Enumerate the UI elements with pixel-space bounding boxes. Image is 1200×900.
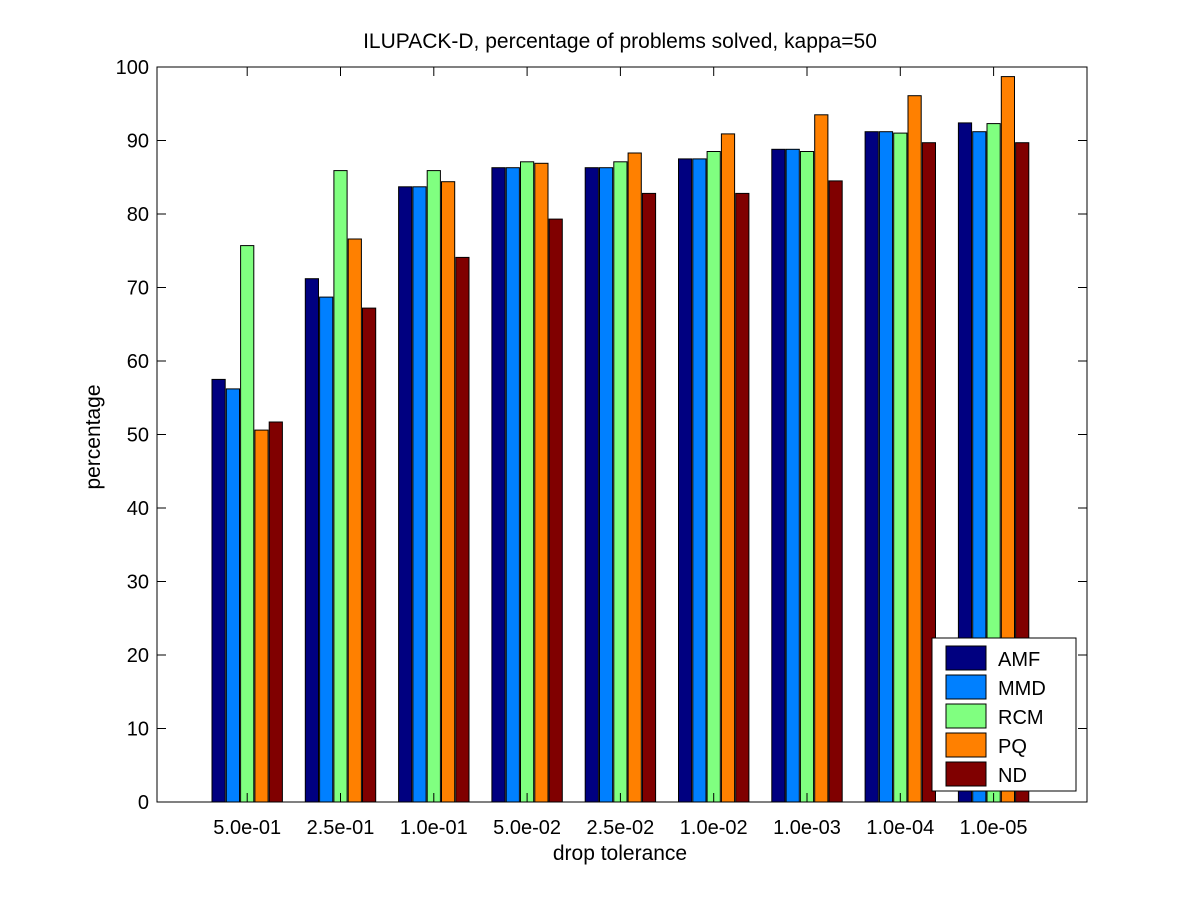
y-tick-label: 0 <box>138 792 149 814</box>
x-tick-label: 2.5e-01 <box>307 817 375 839</box>
bar-pq-5.0e-01 <box>254 429 269 803</box>
y-tick-label: 30 <box>127 572 149 594</box>
bar-rcm-1.0e-03 <box>799 151 815 803</box>
legend-label-pq: PQ <box>998 736 1027 758</box>
y-tick-label: 50 <box>127 425 149 447</box>
bar-mmd-5.0e-02 <box>505 167 520 803</box>
y-axis-label: percentage <box>82 384 105 489</box>
bar-pq-1.0e-04 <box>907 95 922 803</box>
legend-label-amf: AMF <box>998 649 1040 671</box>
legend-swatch-rcm <box>945 703 987 729</box>
bar-rcm-1.0e-04 <box>893 132 908 803</box>
bar-mmd-5.0e-01 <box>225 388 241 803</box>
bar-mmd-1.0e-01 <box>412 186 427 803</box>
bar-amf-2.5e-02 <box>584 167 599 803</box>
bar-pq-1.0e-01 <box>441 181 456 803</box>
bar-pq-1.0e-02 <box>720 133 736 803</box>
x-tick-label: 1.0e-04 <box>866 817 934 839</box>
x-tick-label: 1.0e-02 <box>680 817 748 839</box>
bar-amf-5.0e-01 <box>211 378 226 803</box>
bar-nd-5.0e-02 <box>548 218 563 803</box>
bar-amf-1.0e-02 <box>678 158 693 803</box>
bar-mmd-2.5e-01 <box>319 296 334 803</box>
bar-rcm-5.0e-01 <box>240 245 255 803</box>
x-axis-label: drop tolerance <box>553 842 687 865</box>
bar-pq-1.0e-03 <box>814 114 829 803</box>
legend-label-mmd: MMD <box>998 678 1046 700</box>
bar-pq-2.5e-01 <box>347 238 362 803</box>
legend-label-rcm: RCM <box>998 707 1044 729</box>
y-tick-label: 80 <box>127 204 149 226</box>
legend-swatch-nd <box>945 761 987 787</box>
y-tick-label: 20 <box>127 645 149 667</box>
bar-rcm-2.5e-02 <box>613 161 628 803</box>
bar-mmd-2.5e-02 <box>599 167 614 803</box>
bar-amf-2.5e-01 <box>304 278 319 803</box>
bar-pq-5.0e-02 <box>534 162 549 803</box>
axes: 0 10 20 30 40 50 60 70 80 90 100 5.0e-01 2.5e-01 1.0e… <box>116 57 1088 839</box>
x-tick-label: 1.0e-01 <box>400 817 468 839</box>
legend-swatch-pq <box>945 732 987 758</box>
y-tick-label: 90 <box>127 131 149 153</box>
bar-amf-5.0e-02 <box>491 167 506 803</box>
bar-rcm-2.5e-01 <box>333 170 348 803</box>
legend-swatch-mmd <box>945 674 987 700</box>
legend: AMF MMD RCM PQ ND <box>931 637 1077 792</box>
x-tick-label: 2.5e-02 <box>586 817 654 839</box>
bar-nd-2.5e-02 <box>641 192 657 803</box>
x-tick-label: 5.0e-01 <box>213 817 281 839</box>
y-tick-label: 100 <box>116 57 149 79</box>
bar-nd-2.5e-01 <box>362 307 377 803</box>
y-tick-label: 10 <box>127 719 149 741</box>
bar-pq-2.5e-02 <box>627 152 642 803</box>
bar-amf-1.0e-01 <box>398 186 413 803</box>
bar-amf-1.0e-04 <box>864 131 879 803</box>
bar-mmd-1.0e-03 <box>785 148 800 803</box>
plot-area <box>211 76 1030 803</box>
bar-rcm-1.0e-02 <box>706 151 721 803</box>
bar-amf-1.0e-03 <box>771 148 786 803</box>
y-tick-label: 60 <box>127 351 149 373</box>
x-tick-label: 1.0e-05 <box>960 817 1028 839</box>
bar-mmd-1.0e-04 <box>878 131 894 803</box>
x-tick-label: 5.0e-02 <box>493 817 561 839</box>
bar-rcm-5.0e-02 <box>520 161 535 803</box>
x-tick-label: 1.0e-03 <box>773 817 841 839</box>
bar-rcm-1.0e-01 <box>426 170 441 803</box>
bar-nd-5.0e-01 <box>268 421 283 803</box>
bar-nd-1.0e-02 <box>735 192 750 803</box>
bar-nd-1.0e-01 <box>455 256 470 803</box>
y-tick-label: 40 <box>127 498 149 520</box>
legend-label-nd: ND <box>998 765 1027 787</box>
chart-title: ILUPACK-D, percentage of problems solved… <box>363 30 877 53</box>
bar-nd-1.0e-03 <box>828 180 843 803</box>
y-tick-label: 70 <box>127 278 149 300</box>
legend-swatch-amf <box>945 645 987 671</box>
bar-mmd-1.0e-02 <box>692 158 707 803</box>
